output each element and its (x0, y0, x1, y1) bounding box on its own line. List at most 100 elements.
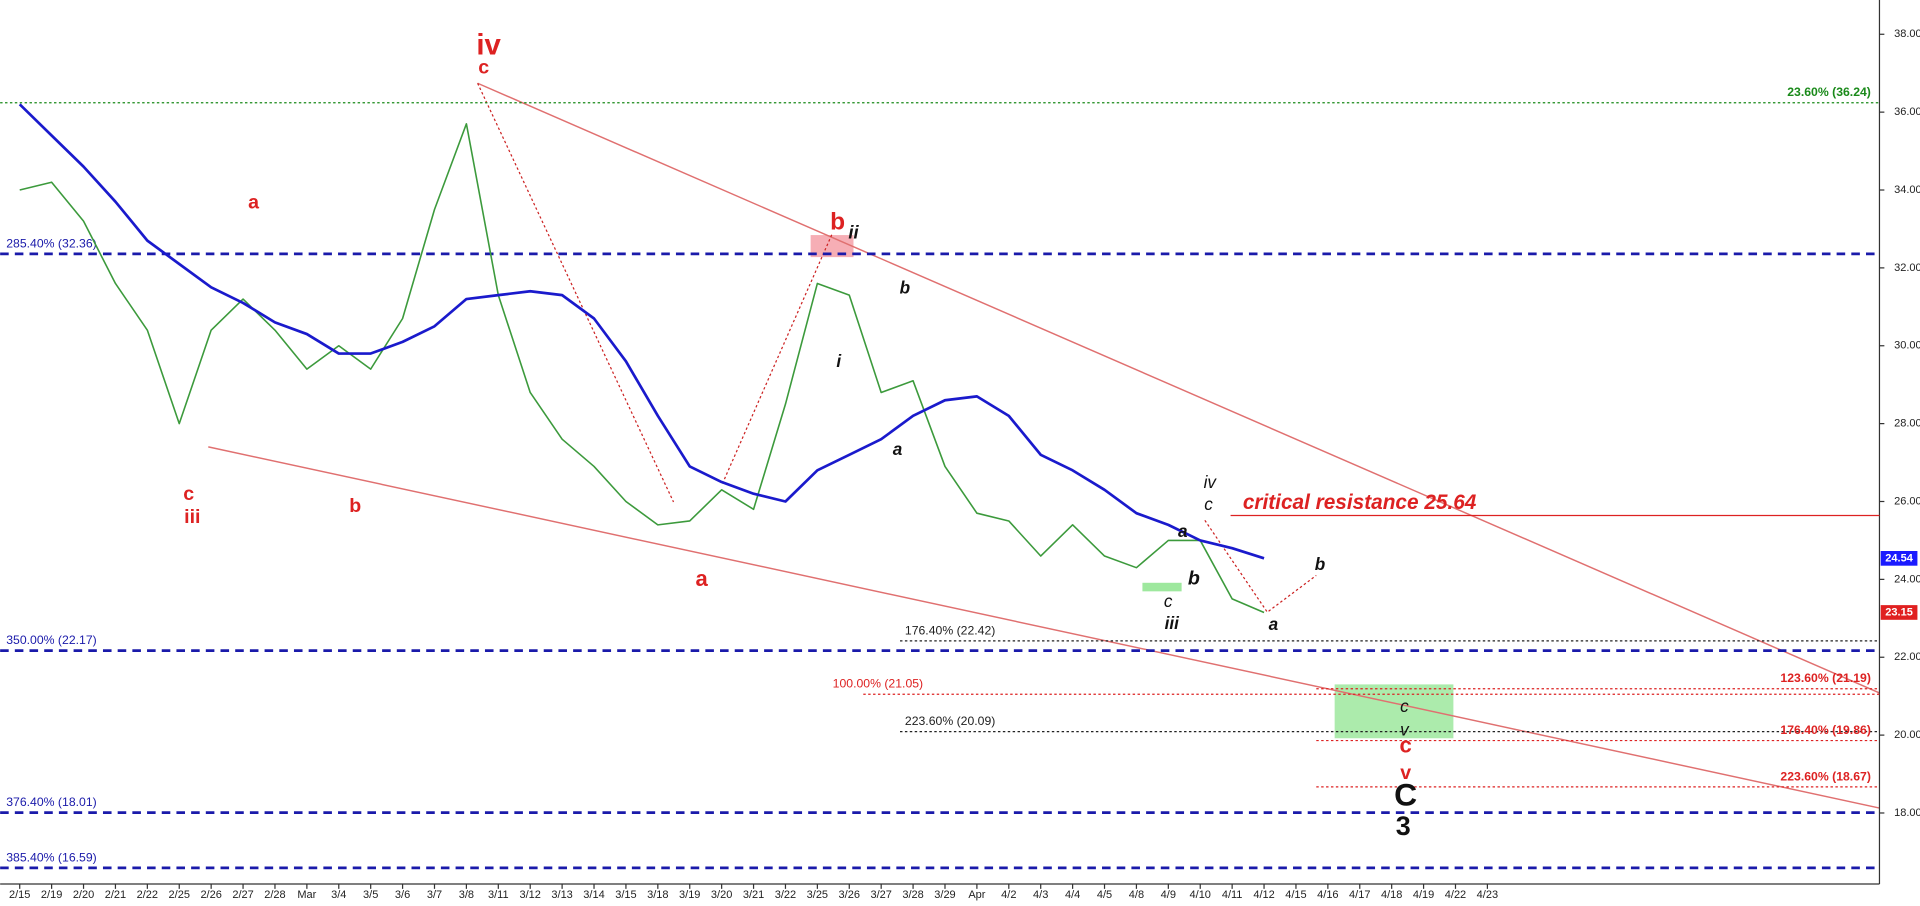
wave-label: a (696, 566, 709, 591)
x-tick-label: 4/18 (1381, 889, 1402, 901)
x-tick-label: 3/5 (363, 889, 378, 901)
x-tick-label: 4/9 (1161, 889, 1176, 901)
level-label: 385.40% (16.59) (6, 850, 96, 864)
level-label: 376.40% (18.01) (6, 795, 96, 809)
x-tick-label: 3/26 (839, 889, 860, 901)
wave-label: b (1188, 567, 1200, 589)
y-tick-label: 28.00 (1894, 418, 1920, 430)
wave-label: c (1400, 696, 1409, 716)
x-tick-label: 3/21 (743, 889, 764, 901)
y-tick-label: 30.00 (1894, 340, 1920, 352)
x-tick-label: 4/4 (1065, 889, 1080, 901)
wave-label: a (1269, 614, 1279, 634)
x-tick-label: 3/18 (647, 889, 668, 901)
x-tick-label: 4/17 (1349, 889, 1370, 901)
minor-zone (1142, 582, 1182, 592)
upper-trendline (477, 82, 1880, 694)
x-tick-label: 4/15 (1285, 889, 1306, 901)
x-tick-label: 3/4 (331, 889, 346, 901)
level-label: 223.60% (20.09) (905, 714, 995, 728)
x-tick-label: 3/7 (427, 889, 442, 901)
x-tick-label: 3/14 (583, 889, 604, 901)
wave-label: i (836, 351, 842, 371)
y-tick-label: 22.00 (1894, 651, 1920, 663)
wave-label: v (1400, 762, 1411, 784)
x-tick-label: 4/10 (1190, 889, 1211, 901)
level-label: 350.00% (22.17) (6, 633, 96, 647)
level-label: 223.60% (18.67) (1780, 769, 1870, 783)
x-tick-label: 4/16 (1317, 889, 1338, 901)
x-tick-label: 2/20 (73, 889, 94, 901)
x-tick-label: 4/3 (1033, 889, 1048, 901)
reversal-zone (810, 235, 854, 258)
level-label: 176.40% (19.86) (1780, 723, 1870, 737)
wave-label: iv (476, 28, 501, 61)
x-tick-label: 4/12 (1253, 889, 1274, 901)
wave-label: C (1394, 776, 1417, 812)
y-tick-label: 32.00 (1894, 262, 1920, 274)
wave-label: c (1400, 733, 1412, 758)
x-tick-label: 3/11 (488, 889, 509, 901)
y-tick-label: 20.00 (1894, 729, 1920, 741)
y-tick-label: 26.00 (1894, 495, 1920, 507)
wave-label: c (1204, 494, 1213, 514)
x-tick-label: 3/22 (775, 889, 796, 901)
y-tick-label: 24.00 (1894, 573, 1920, 585)
x-tick-label: 4/19 (1413, 889, 1434, 901)
x-tick-label: 3/8 (459, 889, 474, 901)
target-zone (1334, 684, 1454, 739)
x-tick-label: 3/27 (870, 889, 891, 901)
x-tick-label: 2/21 (105, 889, 126, 901)
x-tick-label: Mar (297, 889, 316, 901)
x-tick-label: 3/6 (395, 889, 410, 901)
x-tick-label: 2/27 (232, 889, 253, 901)
wave-label: iii (184, 506, 200, 528)
wave-projection (1204, 519, 1317, 614)
price-line (19, 123, 1265, 614)
price-tag-label: 24.54 (1885, 552, 1913, 564)
x-tick-label: 4/11 (1222, 889, 1243, 901)
wave-label: b (900, 277, 910, 297)
y-tick-label: 34.00 (1894, 184, 1920, 196)
x-tick-label: Apr (968, 889, 985, 901)
x-tick-label: 4/2 (1001, 889, 1016, 901)
price-tag-label: 23.15 (1885, 606, 1913, 618)
level-label: 23.60% (36.24) (1787, 85, 1871, 99)
x-tick-label: 2/28 (264, 889, 285, 901)
x-tick-label: 3/13 (551, 889, 572, 901)
wave-label: c (1164, 591, 1173, 611)
moving-average (18, 103, 1265, 560)
wave-label: a (893, 439, 903, 459)
x-tick-label: 2/25 (169, 889, 190, 901)
wave-label: ii (848, 222, 859, 243)
x-tick-label: 3/25 (807, 889, 828, 901)
resistance-label: critical resistance 25.64 (1243, 491, 1477, 514)
x-tick-label: 2/22 (137, 889, 158, 901)
x-tick-label: 4/22 (1445, 889, 1466, 901)
wave-label: b (830, 208, 845, 235)
x-tick-label: 2/19 (41, 889, 62, 901)
x-tick-label: 2/15 (9, 889, 30, 901)
wave-label: c (478, 57, 489, 79)
x-tick-label: 3/28 (902, 889, 923, 901)
wave-label: c (183, 483, 194, 505)
x-tick-label: 4/5 (1097, 889, 1112, 901)
wave-label: iv (1204, 472, 1218, 492)
wave-label: 3 (1396, 811, 1411, 841)
wave-label: a (1178, 521, 1188, 541)
x-tick-label: 3/12 (520, 889, 541, 901)
y-tick-label: 36.00 (1894, 106, 1920, 118)
price-tag (1880, 605, 1918, 620)
level-label: 285.40% (32.36) (6, 236, 96, 250)
x-tick-label: 3/29 (934, 889, 955, 901)
x-tick-label: 2/26 (200, 889, 221, 901)
x-tick-label: 3/19 (679, 889, 700, 901)
level-label: 123.60% (21.19) (1780, 671, 1870, 685)
wave-label: v (1400, 719, 1410, 739)
x-tick-label: 4/8 (1129, 889, 1144, 901)
x-tick-label: 4/23 (1477, 889, 1498, 901)
level-label: 176.40% (22.42) (905, 623, 995, 637)
y-tick-label: 38.00 (1894, 28, 1920, 40)
price-tag (1880, 550, 1918, 566)
